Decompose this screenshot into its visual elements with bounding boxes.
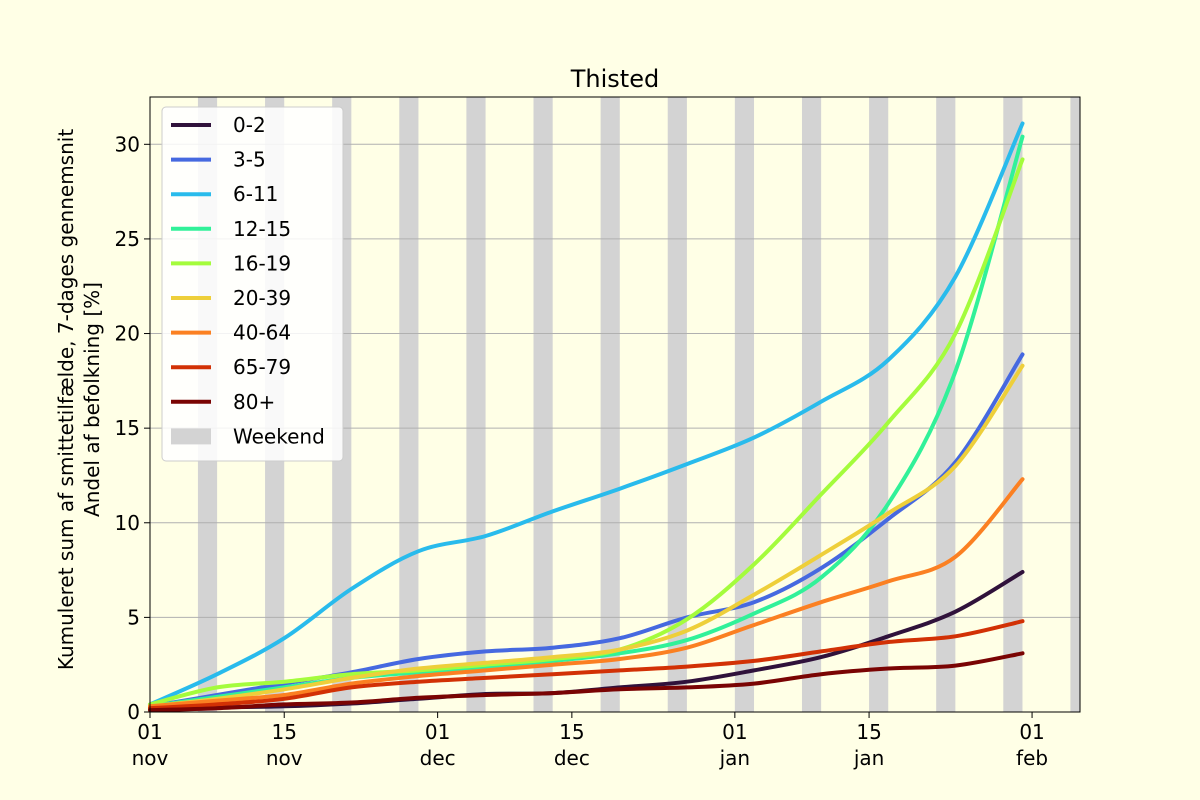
x-tick-label-month: feb [1016, 746, 1048, 770]
x-tick-label-month: nov [266, 746, 303, 770]
legend-label-6-11: 6-11 [233, 182, 278, 206]
legend-label-weekend: Weekend [233, 424, 325, 448]
x-tick-label-day: 01 [137, 720, 162, 744]
weekend-band-6 [600, 97, 620, 712]
x-tick-label-day: 01 [722, 720, 747, 744]
legend: 0-2 3-5 6-11 12-15 16-19 20-39 40-64 65-79 80+ We… [161, 106, 344, 462]
x-tick-label-month: dec [554, 746, 590, 770]
x-tick-label-month: dec [420, 746, 456, 770]
y-tick-label: 15 [115, 416, 140, 440]
weekend-band-13 [1070, 97, 1080, 712]
y-tick-label: 25 [115, 227, 140, 251]
y-tick-label: 30 [115, 132, 140, 156]
y-tick-label: 5 [127, 605, 140, 629]
legend-label-3-5: 3-5 [233, 148, 266, 172]
legend-label-16-19: 16-19 [233, 251, 291, 275]
series-line-6-11 [148, 121, 1025, 707]
y-axis-title-line-1: Kumuleret sum af smittetilfælde, 7-dages… [54, 129, 78, 671]
y-tick-label: 0 [127, 700, 140, 724]
x-tick-label-month: nov [132, 746, 169, 770]
weekend-band-5 [533, 97, 553, 712]
series-line-40-64 [148, 477, 1025, 709]
weekend-band-8 [734, 97, 755, 712]
x-tick-label-day: 01 [1019, 720, 1044, 744]
x-tick-label-day: 15 [272, 720, 297, 744]
weekend-band-4 [466, 97, 486, 712]
x-tick-label-day: 15 [856, 720, 881, 744]
x-tick-label-day: 15 [559, 720, 584, 744]
y-tick-label: 20 [115, 322, 140, 346]
legend-label-12-15: 12-15 [233, 217, 291, 241]
x-tick-label-month: jan [853, 746, 885, 770]
x-tick-label-month: jan [719, 746, 751, 770]
weekend-bands [197, 97, 1080, 712]
weekend-band-12 [1003, 97, 1023, 712]
weekend-band-7 [667, 97, 687, 712]
legend-swatch-weekend [171, 428, 211, 445]
x-tick-label-day: 01 [425, 720, 450, 744]
weekend-band-10 [869, 97, 889, 712]
legend-label-40-64: 40-64 [233, 321, 291, 345]
legend-label-80+: 80+ [233, 390, 275, 414]
series-line-20-39 [148, 363, 1025, 709]
series-lines [148, 121, 1025, 713]
y-tick-label: 10 [115, 511, 140, 535]
legend-label-65-79: 65-79 [233, 355, 291, 379]
y-axis: 0 5 10 15 20 25 30 [115, 132, 150, 724]
chart-title: Thisted [570, 65, 659, 93]
legend-label-20-39: 20-39 [233, 286, 291, 310]
y-axis-title-line-2: Andel af befolkning [%] [80, 282, 104, 517]
series-line-80+ [148, 651, 1025, 713]
plot-frame [149, 96, 1081, 713]
weekend-band-3 [399, 97, 419, 712]
series-line-65-79 [148, 619, 1025, 711]
legend-label-0-2: 0-2 [233, 113, 266, 137]
